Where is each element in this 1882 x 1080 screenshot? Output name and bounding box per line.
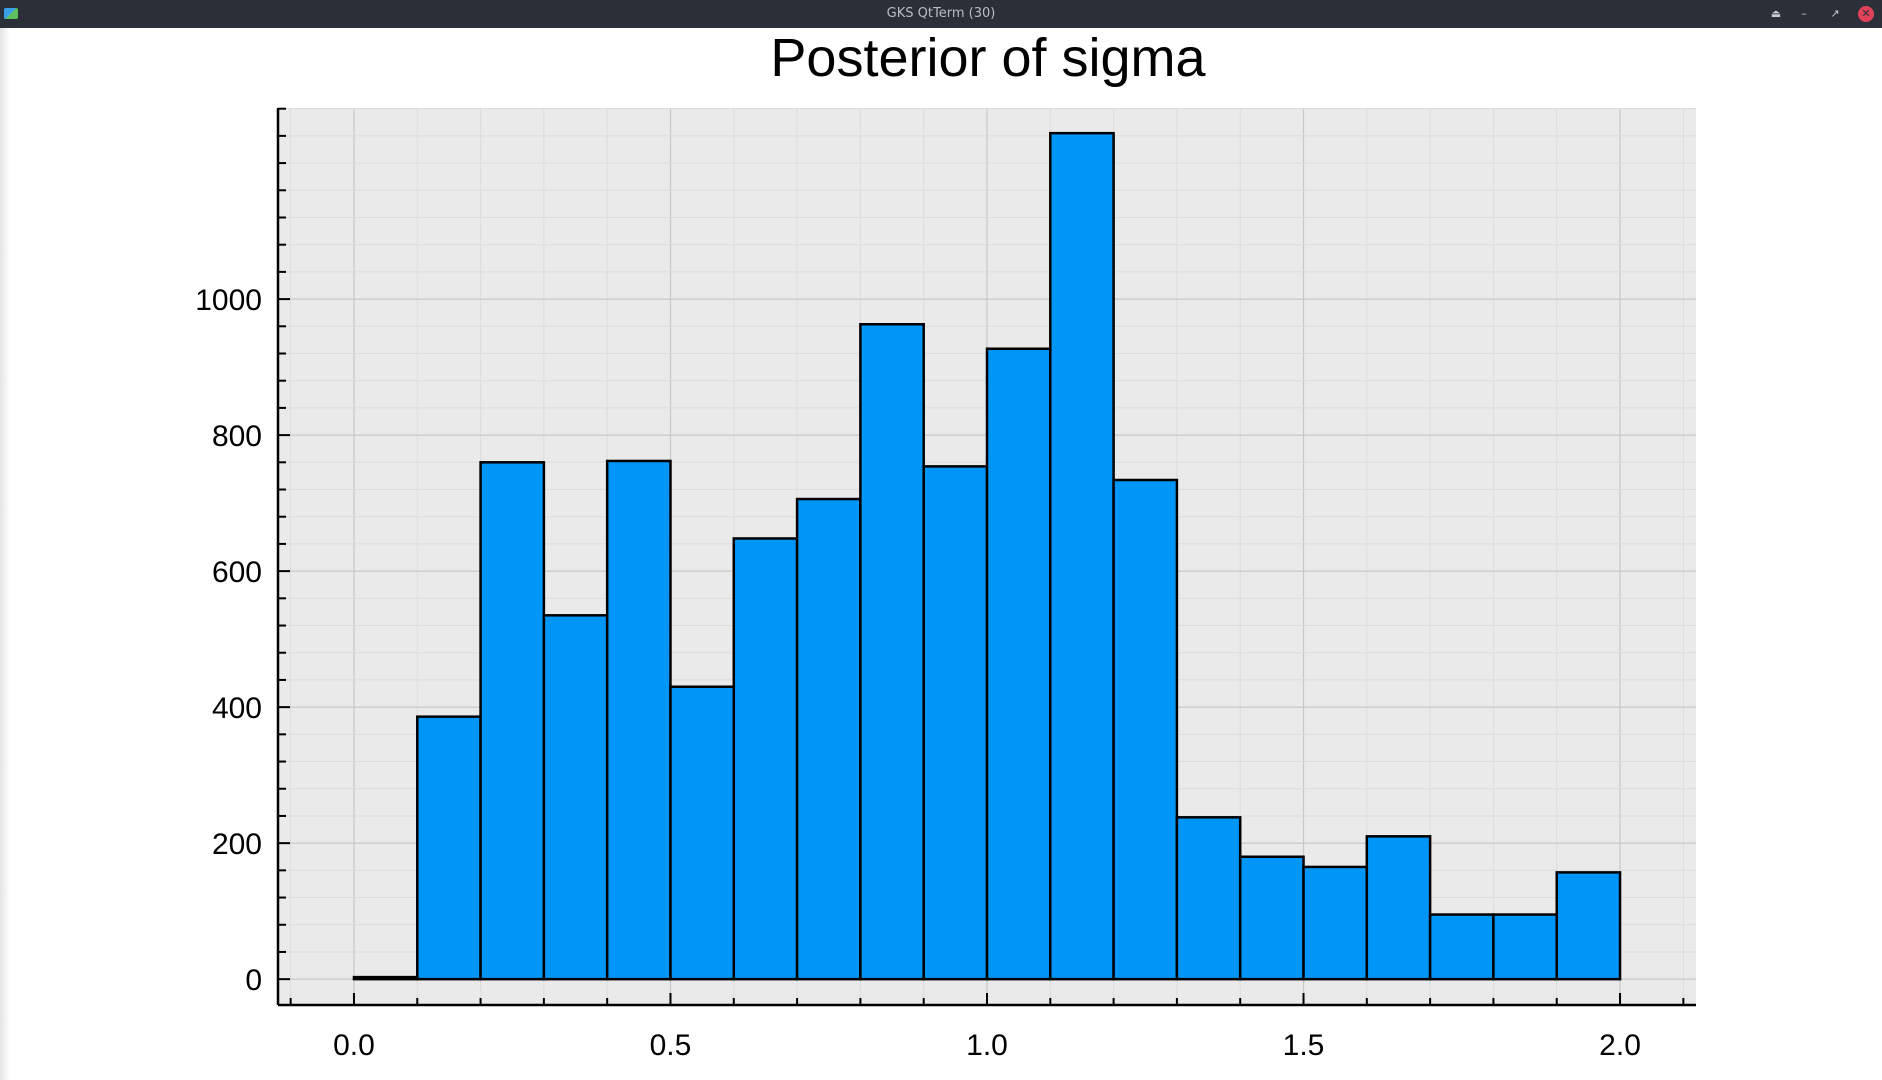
histogram-bar (1175, 816, 1242, 981)
histogram-bars (352, 131, 1622, 981)
x-tick-label: 1.0 (966, 1029, 1008, 1062)
histogram-bar (1428, 913, 1495, 981)
histogram-chart: Posterior of sigma 0.0 0.5 1.0 1.5 2.0 0 200 4… (195, 28, 1696, 1062)
window-title: GKS QtTerm (30) (886, 6, 996, 21)
x-tick-labels: 0.0 0.5 1.0 1.5 2.0 (333, 1029, 1641, 1062)
window-edge-shadow (0, 28, 10, 1080)
histogram-bar (1112, 478, 1179, 981)
histogram-bar (922, 465, 989, 981)
axes (276, 107, 1696, 1007)
histogram-bar (732, 537, 799, 981)
histogram-bar (479, 461, 546, 981)
histogram-bar (1049, 131, 1115, 981)
x-tick-label: 1.5 (1283, 1029, 1325, 1062)
y-tick-label: 0 (245, 964, 262, 997)
histogram-bar (795, 497, 862, 981)
histogram-bar (985, 347, 1052, 981)
histogram-bar (859, 323, 925, 981)
x-tick-label: 0.5 (650, 1029, 692, 1062)
app-icon[interactable] (4, 8, 18, 19)
y-tick-label: 1000 (195, 284, 262, 317)
x-tick-label: 0.0 (333, 1029, 375, 1062)
histogram-bar (1365, 835, 1432, 981)
histogram-bar (1555, 871, 1622, 981)
x-tick-label: 2.0 (1599, 1029, 1641, 1062)
y-tick-label: 400 (212, 692, 262, 725)
histogram-bar (669, 685, 736, 981)
histogram-bar (1302, 865, 1369, 981)
minimize-icon[interactable]: – (1801, 7, 1807, 20)
y-tick-labels: 0 200 400 600 800 1000 (195, 284, 262, 997)
maximize-icon[interactable]: ↗ (1830, 7, 1840, 20)
y-tick-label: 800 (212, 420, 262, 453)
chart-title: Posterior of sigma (770, 28, 1206, 88)
close-icon[interactable]: ✕ (1858, 6, 1874, 22)
histogram-bar (605, 459, 672, 981)
histogram-bar (416, 715, 482, 981)
histogram-bar (542, 614, 609, 981)
y-tick-label: 200 (212, 828, 262, 861)
histogram-bar (1238, 855, 1305, 981)
y-tick-label: 600 (212, 556, 262, 589)
histogram-bar (352, 975, 419, 981)
eject-icon[interactable]: ⏏ (1770, 7, 1782, 20)
histogram-bar (1492, 913, 1558, 981)
window-titlebar: GKS QtTerm (30) ⏏ – ↗ ✕ (0, 0, 1882, 28)
